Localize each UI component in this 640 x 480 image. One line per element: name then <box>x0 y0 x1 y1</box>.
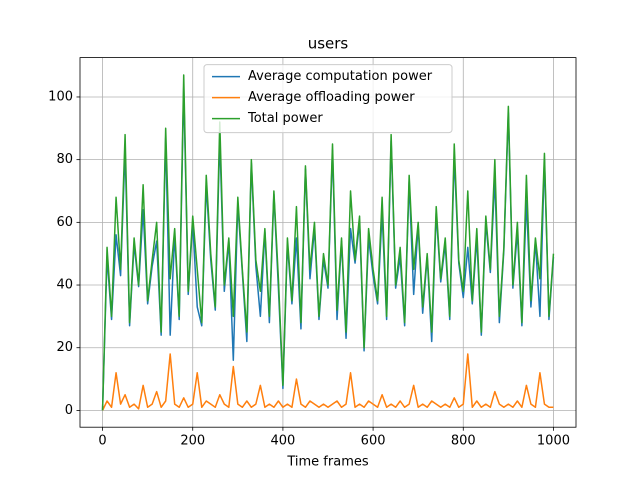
axes-frame <box>79 57 577 428</box>
x-tick-label: 1000 <box>537 434 570 449</box>
legend-label: Total power <box>247 111 323 126</box>
x-tick-label: 800 <box>451 434 476 449</box>
y-tick-label: 60 <box>56 215 73 230</box>
y-tick-label: 20 <box>56 340 73 355</box>
x-axis-label: Time frames <box>286 455 368 470</box>
chart-title: users <box>308 35 349 53</box>
y-tick-label: 80 <box>56 152 73 167</box>
x-tick-label: 200 <box>180 434 205 449</box>
line-series <box>101 353 554 411</box>
line-series <box>101 74 555 411</box>
legend-label: Average offloading power <box>248 90 415 105</box>
y-tick-label: 0 <box>65 403 73 418</box>
x-tick-label: 600 <box>361 434 386 449</box>
x-tick-label: 0 <box>98 434 106 449</box>
x-tick-label: 400 <box>270 434 295 449</box>
y-tick-label: 100 <box>48 89 73 104</box>
legend-label: Average computation power <box>248 69 433 84</box>
y-tick-label: 40 <box>56 278 73 293</box>
legend-box <box>203 64 453 134</box>
